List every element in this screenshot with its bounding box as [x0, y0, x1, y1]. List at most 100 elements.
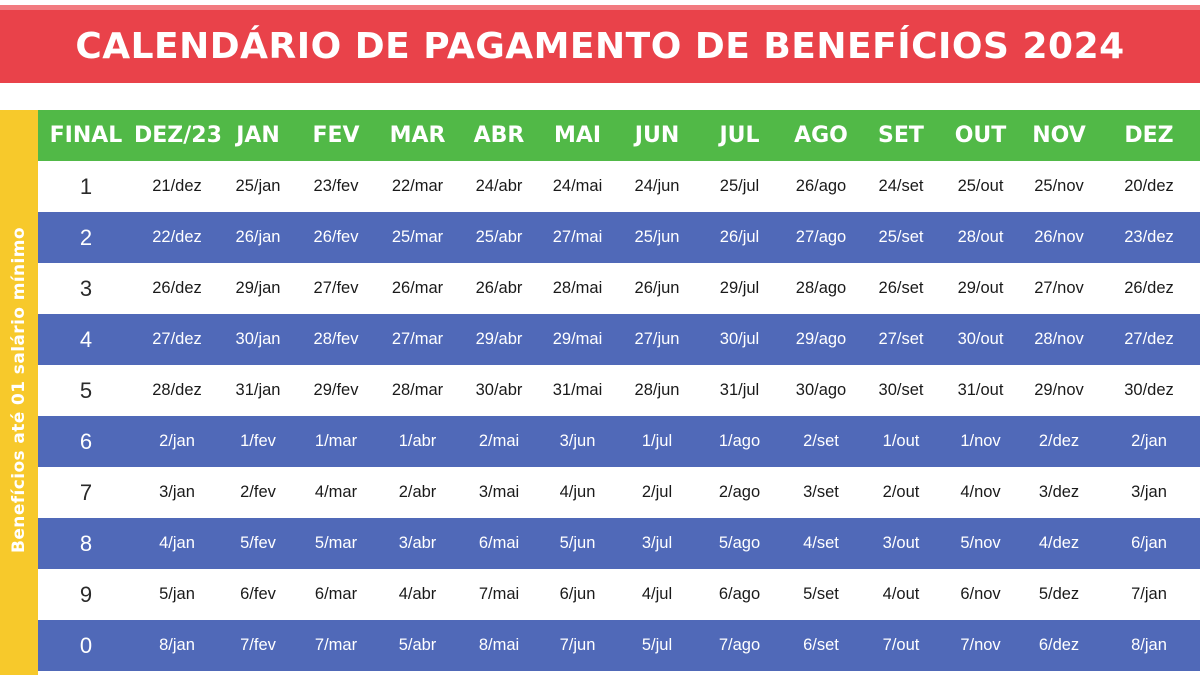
payment-date-cell: 3/mai — [459, 467, 539, 518]
payment-date-cell: 27/mar — [376, 314, 459, 365]
payment-date-cell: 1/out — [861, 416, 941, 467]
payment-date-cell: 2/out — [861, 467, 941, 518]
payment-date-cell: 6/fev — [220, 569, 296, 620]
payment-date-cell: 5/jul — [616, 620, 698, 671]
payment-date-cell: 25/abr — [459, 212, 539, 263]
header-month: AGO — [781, 110, 861, 161]
final-digit-cell: 3 — [38, 263, 134, 314]
payment-date-cell: 7/mai — [459, 569, 539, 620]
final-digit-cell: 0 — [38, 620, 134, 671]
payment-date-cell: 2/jan — [134, 416, 220, 467]
payment-date-cell: 3/set — [781, 467, 861, 518]
payment-date-cell: 26/nov — [1020, 212, 1098, 263]
final-digit-cell: 9 — [38, 569, 134, 620]
header-month: NOV — [1020, 110, 1098, 161]
payment-date-cell: 4/set — [781, 518, 861, 569]
payment-date-cell: 3/jan — [134, 467, 220, 518]
payment-date-cell: 31/jan — [220, 365, 296, 416]
payment-date-cell: 26/set — [861, 263, 941, 314]
payment-date-cell: 27/jun — [616, 314, 698, 365]
payment-date-cell: 27/nov — [1020, 263, 1098, 314]
header-month: SET — [861, 110, 941, 161]
payment-date-cell: 31/out — [941, 365, 1020, 416]
payment-date-cell: 30/abr — [459, 365, 539, 416]
header-month: DEZ — [1098, 110, 1200, 161]
payment-date-cell: 5/dez — [1020, 569, 1098, 620]
header-row: FINAL DEZ/23 JAN FEV MAR ABR MAI JUN JUL AGO SET OU… — [38, 110, 1200, 161]
payment-date-cell: 29/jul — [698, 263, 781, 314]
table-row: 6 2/jan 1/fev 1/mar 1/abr 2/mai 3/jun 1/jul 1/ag… — [38, 416, 1200, 467]
header-month: JUN — [616, 110, 698, 161]
payment-date-cell: 2/abr — [376, 467, 459, 518]
payment-date-cell: 31/jul — [698, 365, 781, 416]
payment-date-cell: 2/jan — [1098, 416, 1200, 467]
payment-date-cell: 4/nov — [941, 467, 1020, 518]
payment-date-cell: 27/mai — [539, 212, 616, 263]
payment-date-cell: 3/out — [861, 518, 941, 569]
payment-date-cell: 28/nov — [1020, 314, 1098, 365]
payment-date-cell: 29/nov — [1020, 365, 1098, 416]
payment-date-cell: 5/nov — [941, 518, 1020, 569]
payment-date-cell: 3/jun — [539, 416, 616, 467]
final-digit-cell: 6 — [38, 416, 134, 467]
table-row: 4 27/dez 30/jan 28/fev 27/mar 29/abr 29/mai 27/… — [38, 314, 1200, 365]
payment-date-cell: 30/ago — [781, 365, 861, 416]
payment-date-cell: 3/jul — [616, 518, 698, 569]
payment-date-cell: 5/mar — [296, 518, 376, 569]
payment-date-cell: 4/out — [861, 569, 941, 620]
table-row: 5 28/dez 31/jan 29/fev 28/mar 30/abr 31/mai 28/… — [38, 365, 1200, 416]
payment-date-cell: 1/fev — [220, 416, 296, 467]
payment-date-cell: 29/ago — [781, 314, 861, 365]
title-banner: CALENDÁRIO DE PAGAMENTO DE BENEFÍCIOS 20… — [0, 5, 1200, 83]
payment-date-cell: 7/fev — [220, 620, 296, 671]
final-digit-cell: 1 — [38, 161, 134, 212]
payment-date-cell: 2/ago — [698, 467, 781, 518]
payment-date-cell: 8/mai — [459, 620, 539, 671]
payment-date-cell: 1/jul — [616, 416, 698, 467]
table-row: 0 8/jan 7/fev 7/mar 5/abr 8/mai 7/jun 5/jul 7/ag… — [38, 620, 1200, 671]
payment-date-cell: 26/jan — [220, 212, 296, 263]
payment-date-cell: 22/dez — [134, 212, 220, 263]
payment-date-cell: 26/mar — [376, 263, 459, 314]
payment-date-cell: 25/jun — [616, 212, 698, 263]
table-row: 3 26/dez 29/jan 27/fev 26/mar 26/abr 28/mai 26/… — [38, 263, 1200, 314]
payment-date-cell: 30/jul — [698, 314, 781, 365]
payment-date-cell: 28/out — [941, 212, 1020, 263]
payment-date-cell: 25/nov — [1020, 161, 1098, 212]
payment-date-cell: 5/fev — [220, 518, 296, 569]
payment-date-cell: 29/abr — [459, 314, 539, 365]
payment-date-cell: 21/dez — [134, 161, 220, 212]
payment-date-cell: 4/dez — [1020, 518, 1098, 569]
payment-date-cell: 29/jan — [220, 263, 296, 314]
table-row: 9 5/jan 6/fev 6/mar 4/abr 7/mai 6/jun 4/jul 6/ag… — [38, 569, 1200, 620]
payment-date-cell: 28/jun — [616, 365, 698, 416]
payment-date-cell: 1/mar — [296, 416, 376, 467]
payment-date-cell: 30/dez — [1098, 365, 1200, 416]
final-digit-cell: 7 — [38, 467, 134, 518]
payment-date-cell: 6/mar — [296, 569, 376, 620]
payment-date-cell: 4/jan — [134, 518, 220, 569]
final-digit-cell: 8 — [38, 518, 134, 569]
payment-date-cell: 2/set — [781, 416, 861, 467]
payment-date-cell: 28/ago — [781, 263, 861, 314]
payment-date-cell: 6/mai — [459, 518, 539, 569]
table-row: 8 4/jan 5/fev 5/mar 3/abr 6/mai 5/jun 3/jul 5/ag… — [38, 518, 1200, 569]
header-month: DEZ/23 — [134, 110, 222, 161]
payment-calendar-table: FINAL DEZ/23 JAN FEV MAR ABR MAI JUN JUL AGO SET OU… — [38, 110, 1200, 671]
payment-date-cell: 1/abr — [376, 416, 459, 467]
payment-date-cell: 25/set — [861, 212, 941, 263]
header-month: ABR — [459, 110, 539, 161]
payment-date-cell: 27/dez — [134, 314, 220, 365]
payment-date-cell: 22/mar — [376, 161, 459, 212]
payment-date-cell: 26/dez — [134, 263, 220, 314]
payment-date-cell: 7/mar — [296, 620, 376, 671]
payment-date-cell: 6/jun — [539, 569, 616, 620]
header-month: JUL — [698, 110, 781, 161]
final-digit-cell: 2 — [38, 212, 134, 263]
payment-date-cell: 27/ago — [781, 212, 861, 263]
payment-date-cell: 30/set — [861, 365, 941, 416]
payment-date-cell: 26/ago — [781, 161, 861, 212]
header-final: FINAL — [38, 110, 134, 161]
payment-date-cell: 30/out — [941, 314, 1020, 365]
payment-date-cell: 24/jun — [616, 161, 698, 212]
